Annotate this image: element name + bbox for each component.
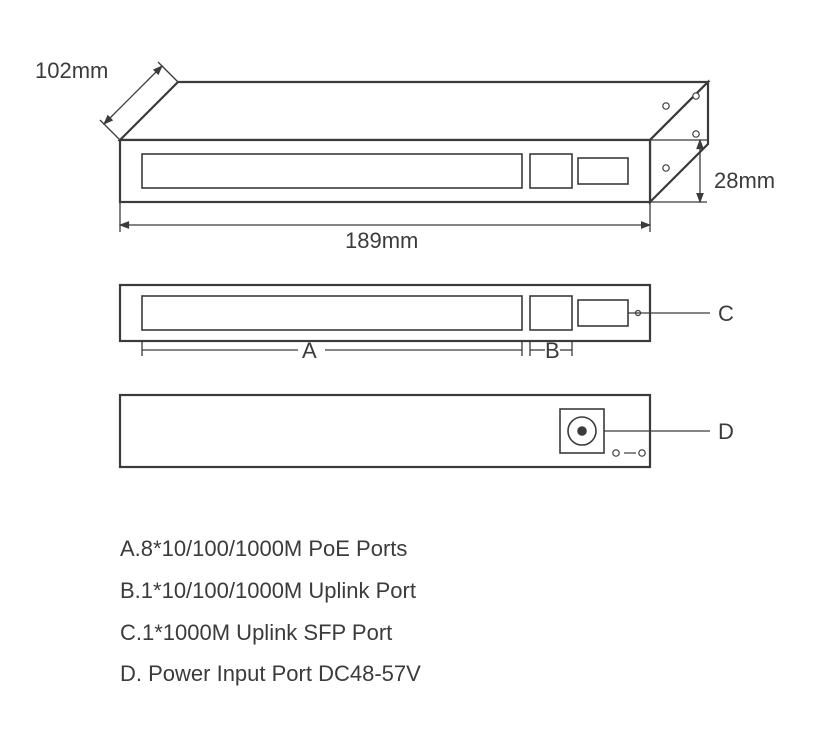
front-view (120, 285, 650, 341)
iso-view (120, 82, 708, 202)
legend-b: B.1*10/100/1000M Uplink Port (120, 570, 421, 612)
callout-a (142, 341, 522, 356)
port-b (530, 296, 572, 330)
callout-c-letter: C (718, 301, 734, 326)
port-c (578, 300, 628, 326)
callout-d-letter: D (718, 419, 734, 444)
dim-depth-label: 102mm (35, 58, 108, 83)
diagram-page: 102mm 189mm 28mm A B C (0, 0, 817, 729)
dim-width-label: 189mm (345, 228, 418, 253)
legend-a: A.8*10/100/1000M PoE Ports (120, 528, 421, 570)
legend-c: C.1*1000M Uplink SFP Port (120, 612, 421, 654)
dim-height-label: 28mm (714, 168, 775, 193)
callout-b-letter: B (545, 338, 560, 363)
port-a-panel (142, 296, 522, 330)
rear-view (120, 395, 650, 467)
callout-a-letter: A (302, 338, 317, 363)
dc-jack-icon (560, 409, 604, 453)
legend-d: D. Power Input Port DC48-57V (120, 653, 421, 695)
legend: A.8*10/100/1000M PoE Ports B.1*10/100/10… (120, 528, 421, 695)
